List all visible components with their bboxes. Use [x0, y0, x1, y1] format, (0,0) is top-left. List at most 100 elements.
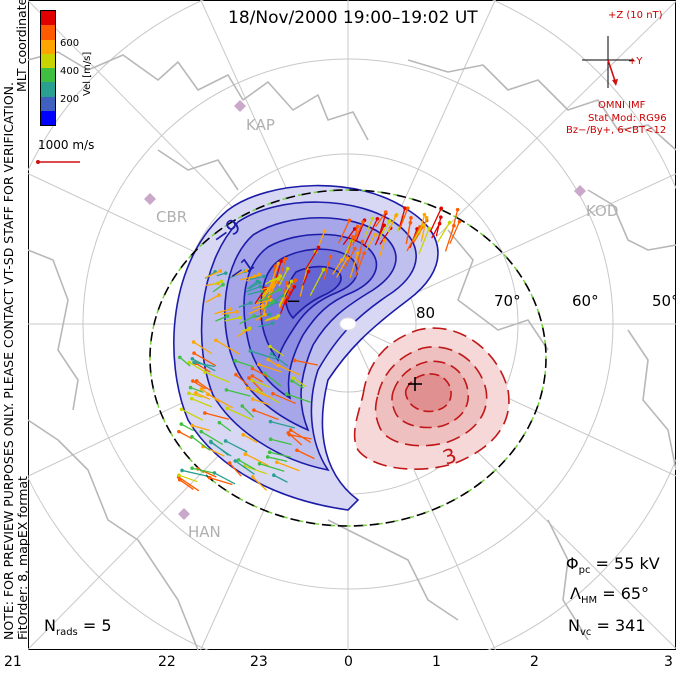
velocity-vector-origin: [340, 257, 344, 262]
velocity-vector-origin: [387, 219, 392, 223]
velocity-vector: [224, 317, 240, 322]
velocity-vector-origin: [279, 259, 283, 263]
velocity-vector: [356, 241, 363, 267]
velocity-vector-origin: [250, 374, 255, 378]
velocity-vector-origin: [190, 356, 195, 361]
radar-marker-han: [178, 508, 190, 520]
potential-max-marker: [408, 377, 422, 391]
velocity-vector: [221, 311, 237, 315]
velocity-vector-origin: [250, 378, 255, 383]
velocity-vector: [196, 380, 212, 392]
velocity-vector-origin: [439, 206, 444, 211]
velocity-vector-origin: [247, 376, 251, 380]
colorbar-segment: [41, 53, 55, 68]
velocity-vector-origin: [278, 274, 283, 279]
velocity-vector-origin: [257, 280, 262, 285]
velocity-vector: [193, 361, 215, 368]
velocity-vector-origin: [267, 312, 272, 317]
velocity-vector-origin: [262, 274, 266, 279]
velocity-vector: [204, 412, 229, 420]
velocity-vector: [181, 408, 204, 421]
velocity-vector: [375, 211, 387, 228]
coastline: [447, 229, 549, 351]
velocity-vector: [399, 208, 406, 227]
velocity-vector: [214, 472, 236, 485]
velocity-vector: [247, 290, 262, 296]
velocity-vector: [253, 313, 270, 318]
stat-radar-count: Nrads = 5: [44, 616, 112, 639]
velocity-vector-origin: [189, 396, 194, 401]
velocity-vector: [354, 252, 365, 278]
radar-label-kod: KOD: [586, 202, 618, 220]
mlt-hour-0: 0: [344, 654, 353, 670]
velocity-vector-origin: [355, 224, 360, 229]
hm-boundary-vectors: [149, 189, 547, 527]
velocity-vector: [190, 386, 204, 393]
velocity-vector-origin: [223, 439, 228, 443]
potential-min-marker: −: [286, 291, 301, 312]
velocity-vector: [269, 345, 285, 357]
velocity-vector: [451, 209, 459, 234]
velocity-vector-origin: [286, 266, 290, 271]
velocity-vector-origin: [244, 268, 249, 273]
velocity-vector-origin: [361, 220, 365, 224]
velocity-vector: [261, 286, 273, 291]
radar-marker-kap: [234, 100, 246, 112]
velocity-vector: [238, 459, 256, 471]
scale-vector-label: 1000 m/s: [38, 138, 95, 152]
velocity-vector-origin: [352, 246, 357, 251]
velocity-vector: [286, 393, 311, 403]
velocity-vector-origin: [271, 299, 275, 304]
velocity-vector: [332, 259, 343, 275]
velocity-vector-origin: [192, 360, 196, 365]
velocity-vector-origin: [457, 219, 462, 224]
coastline: [407, 59, 676, 151]
colorbar-tick-200: 200: [60, 94, 80, 105]
velocity-vector-origin: [194, 391, 198, 395]
velocity-vector: [294, 359, 319, 366]
radar-marker-cbr: [144, 193, 156, 205]
velocity-vector-origin: [188, 385, 193, 390]
velocity-vector: [435, 217, 442, 237]
velocity-vector: [291, 380, 304, 389]
velocity-vector: [296, 449, 315, 460]
velocity-vector: [226, 389, 251, 397]
velocity-vector-origin: [252, 408, 256, 412]
velocity-vector: [195, 392, 211, 400]
velocity-vector-origin: [250, 475, 255, 479]
velocity-vector-origin: [321, 267, 326, 272]
velocity-vector: [284, 286, 295, 306]
velocity-vector: [354, 221, 364, 240]
velocity-vector-origin: [292, 285, 297, 289]
velocity-vector-origin: [233, 459, 238, 463]
coastline: [28, 419, 199, 650]
velocity-vector: [252, 398, 271, 406]
colorbar-segment: [41, 96, 55, 111]
velocity-vector: [192, 380, 207, 390]
velocity-vector: [269, 451, 291, 458]
velocity-vector: [249, 275, 265, 280]
velocity-vector: [179, 356, 191, 367]
velocity-vector: [253, 409, 279, 421]
velocity-vector: [406, 226, 421, 252]
velocity-vector: [338, 219, 351, 244]
velocity-vector: [264, 317, 277, 322]
velocity-vector: [388, 215, 397, 231]
velocity-vector-origin: [405, 206, 410, 210]
velocity-vector-origin: [295, 448, 299, 453]
velocity-vector: [192, 424, 211, 432]
velocity-vector-origin: [267, 450, 272, 455]
velocity-vector: [247, 280, 258, 290]
velocity-vector-origin: [439, 215, 443, 219]
velocity-vector-origin: [190, 434, 194, 439]
velocity-vector-origin: [287, 432, 292, 437]
velocity-vector: [252, 476, 268, 491]
velocity-vector: [365, 234, 376, 251]
velocity-vector: [181, 469, 208, 477]
velocity-vector-origin: [277, 287, 282, 292]
radar-marker-kod: [574, 185, 586, 197]
velocity-vector: [429, 208, 442, 233]
velocity-vector-origin: [352, 227, 357, 231]
velocity-vector: [191, 398, 213, 408]
velocity-vector: [398, 207, 409, 231]
